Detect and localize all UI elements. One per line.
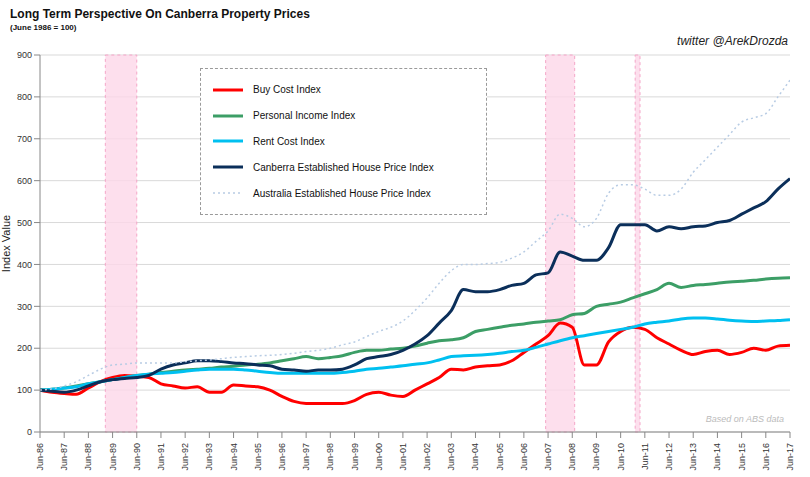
html-text:Long Term Perspective On Canbe: Long Term Perspective On Canberra Proper… (10, 7, 310, 21)
svg-text:Jun-00: Jun-00 (374, 443, 384, 471)
svg-text:Jun-16: Jun-16 (761, 443, 771, 471)
svg-text:Jun-17: Jun-17 (785, 443, 795, 471)
svg-text:Jun-99: Jun-99 (350, 443, 360, 471)
svg-text:Jun-96: Jun-96 (277, 443, 287, 471)
svg-text:900: 900 (17, 50, 32, 60)
svg-text:Jun-01: Jun-01 (398, 443, 408, 471)
svg-text:200: 200 (17, 343, 32, 353)
html-text:twitter @ArekDrozda: twitter @ArekDrozda (677, 34, 788, 48)
svg-text:100: 100 (17, 385, 32, 395)
svg-text:Jun-04: Jun-04 (470, 443, 480, 471)
svg-text:Jun-06: Jun-06 (519, 443, 529, 471)
svg-text:Jun-88: Jun-88 (83, 443, 93, 471)
html-text:Canberra Established House Pri: Canberra Established House Price Index (253, 161, 434, 173)
svg-text:Jun-90: Jun-90 (132, 443, 142, 471)
svg-text:Index Value: Index Value (0, 215, 12, 272)
svg-text:400: 400 (17, 260, 32, 270)
svg-text:Jun-86: Jun-86 (35, 443, 45, 471)
svg-text:800: 800 (17, 92, 32, 102)
svg-text:700: 700 (17, 134, 32, 144)
svg-text:Jun-14: Jun-14 (712, 443, 722, 471)
svg-text:300: 300 (17, 302, 32, 312)
svg-text:Jun-10: Jun-10 (616, 443, 626, 471)
svg-text:Jun-89: Jun-89 (108, 443, 118, 471)
svg-text:Jun-15: Jun-15 (737, 443, 747, 471)
svg-text:Jun-87: Jun-87 (59, 443, 69, 471)
html-text:Personal Income Index: Personal Income Index (253, 110, 356, 122)
html-text:(June 1986 = 100): (June 1986 = 100) (10, 23, 77, 32)
svg-text:Jun-98: Jun-98 (325, 443, 335, 471)
svg-text:Jun-08: Jun-08 (567, 443, 577, 471)
html-text:Rent Cost Index: Rent Cost Index (253, 136, 325, 147)
svg-text:Jun-07: Jun-07 (543, 443, 553, 471)
svg-text:Jun-95: Jun-95 (253, 443, 263, 471)
svg-text:Jun-91: Jun-91 (156, 443, 166, 471)
svg-text:Jun-93: Jun-93 (204, 443, 214, 471)
svg-text:Jun-09: Jun-09 (591, 443, 601, 471)
svg-text:500: 500 (17, 218, 32, 228)
svg-text:Jun-94: Jun-94 (229, 443, 239, 471)
html-text:Australia Established House Pr: Australia Established House Price Index (253, 187, 431, 199)
svg-text:0: 0 (27, 427, 32, 437)
svg-text:Jun-03: Jun-03 (446, 443, 456, 471)
svg-text:Jun-97: Jun-97 (301, 443, 311, 471)
html-text:Buy Cost Index: Buy Cost Index (253, 84, 321, 96)
svg-text:600: 600 (17, 176, 32, 186)
svg-text:Jun-05: Jun-05 (495, 443, 505, 471)
svg-text:Jun-13: Jun-13 (688, 443, 698, 471)
svg-text:Jun-11: Jun-11 (640, 443, 650, 470)
svg-text:Jun-92: Jun-92 (180, 443, 190, 471)
html-text:Based on ABS data: Based on ABS data (705, 414, 784, 424)
svg-text:Jun-02: Jun-02 (422, 443, 432, 471)
svg-text:Jun-12: Jun-12 (664, 443, 674, 471)
